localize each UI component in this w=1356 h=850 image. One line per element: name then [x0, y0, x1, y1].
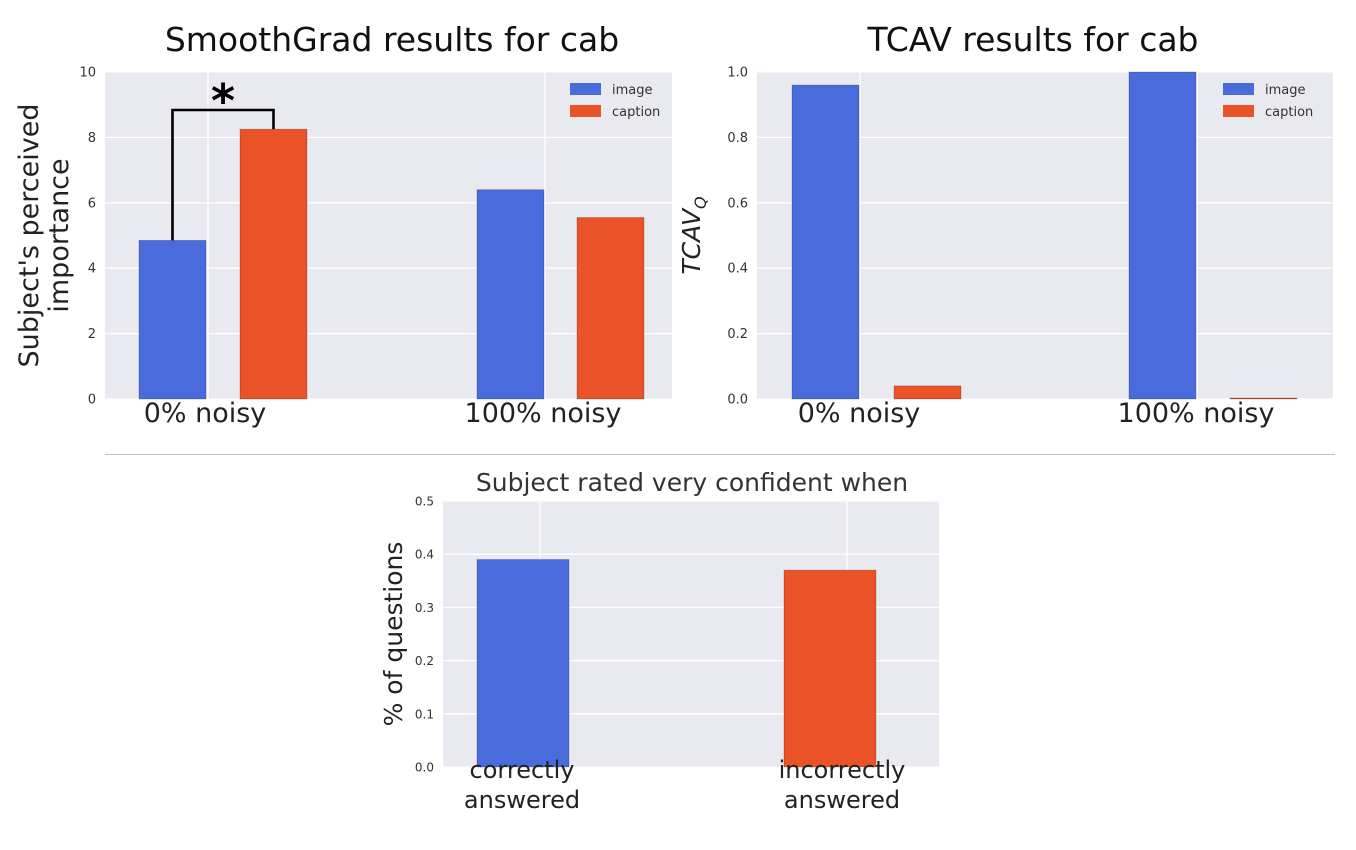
- legend-swatch-image: [570, 83, 601, 95]
- y-axis-label: % of questions: [379, 542, 408, 727]
- bar: [476, 189, 545, 400]
- legend-label: image: [612, 83, 653, 98]
- category-label: 100% noisy: [465, 398, 622, 429]
- significance-bracket: [171, 108, 275, 241]
- bar: [576, 217, 645, 400]
- category-label: incorrectly: [779, 756, 906, 784]
- y-tick-label: 0.1: [415, 707, 434, 721]
- category-label: 0% noisy: [798, 398, 921, 429]
- y-tick-label: 0.4: [415, 548, 434, 562]
- y-axis-label: Subject's perceived: [14, 104, 45, 368]
- legend-label: caption: [612, 105, 660, 120]
- y-tick-label: 0.2: [415, 654, 434, 668]
- y-tick-label: 1.0: [727, 66, 748, 81]
- category-label: 0% noisy: [144, 398, 267, 429]
- legend-swatch-caption: [570, 105, 601, 117]
- y-tick-label: 8: [88, 131, 96, 146]
- bar: [893, 385, 962, 400]
- y-tick-label: 0.3: [415, 601, 434, 615]
- significance-star: *: [211, 74, 235, 128]
- chart-title-smoothgrad: SmoothGrad results for cab: [164, 20, 620, 59]
- legend-swatch-caption: [1223, 105, 1254, 117]
- bar: [1128, 71, 1197, 400]
- chart-title-confidence: Subject rated very confident when: [475, 468, 909, 497]
- y-tick-label: 0.4: [727, 262, 748, 277]
- y-tick-label: 6: [88, 196, 96, 211]
- y-tick-label: 4: [88, 262, 96, 277]
- category-label: 100% noisy: [1118, 398, 1275, 429]
- y-tick-label: 0.2: [727, 327, 748, 342]
- y-axis-label-subscript: Q: [691, 196, 710, 209]
- y-tick-label: 0.6: [727, 196, 748, 211]
- category-label: answered: [464, 786, 580, 814]
- y-tick-label: 0.0: [727, 393, 748, 408]
- bar: [476, 559, 570, 768]
- bar: [239, 128, 308, 400]
- y-axis-label: TCAVQ: [677, 196, 710, 274]
- legend-label: image: [1265, 83, 1306, 98]
- panel-divider: [105, 454, 1335, 455]
- bar: [783, 569, 877, 768]
- legend-label: caption: [1265, 105, 1313, 120]
- chart-title-tcav: TCAV results for cab: [867, 20, 1199, 59]
- y-tick-label: 0: [88, 393, 96, 408]
- y-tick-label: 10: [79, 66, 96, 81]
- y-tick-label: 0.8: [727, 131, 748, 146]
- y-tick-label: 0.0: [415, 761, 434, 775]
- y-tick-label: 0.5: [415, 495, 434, 509]
- category-label: answered: [784, 786, 900, 814]
- category-label: correctly: [470, 756, 575, 784]
- bar: [791, 84, 860, 400]
- legend-swatch-image: [1223, 83, 1254, 95]
- y-axis-label: importance: [44, 158, 75, 312]
- y-tick-label: 2: [88, 327, 96, 342]
- bar: [138, 240, 207, 400]
- bar: [1229, 397, 1298, 400]
